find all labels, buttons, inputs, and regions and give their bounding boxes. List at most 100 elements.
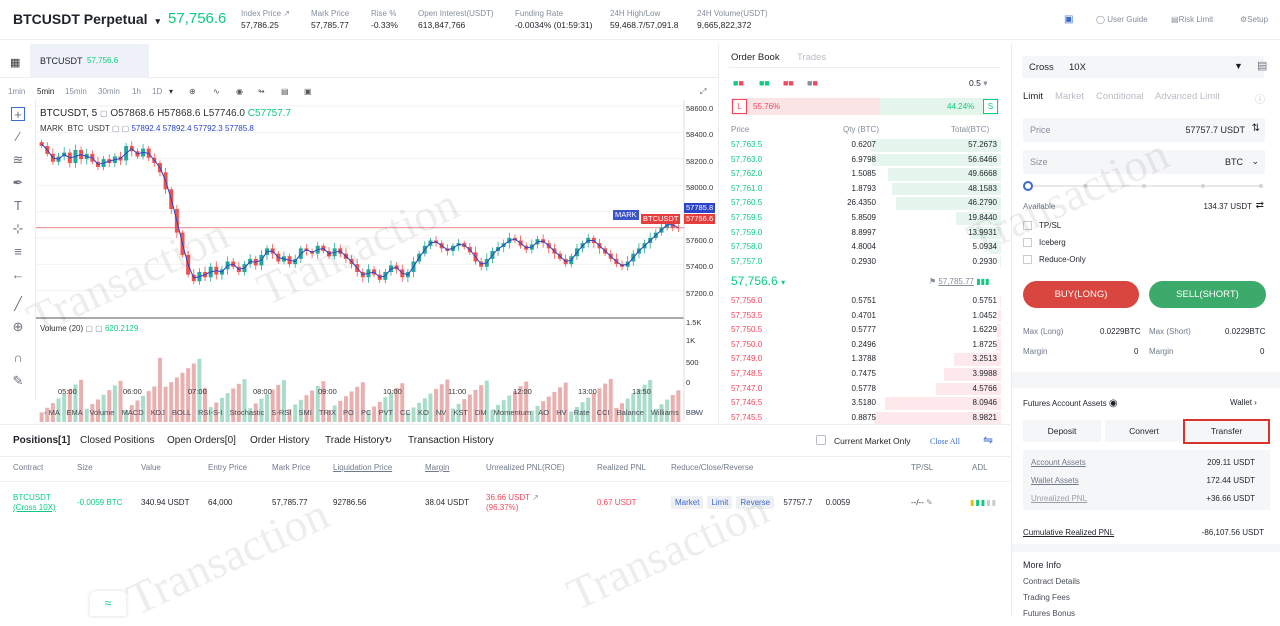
- indicator-ma[interactable]: MA: [48, 408, 62, 417]
- interval-1min[interactable]: 1min: [8, 87, 26, 96]
- slider-mark[interactable]: [1083, 184, 1087, 188]
- chevron-down-icon[interactable]: ▾: [155, 16, 160, 26]
- mark-visible-icon[interactable]: ▢ ▢: [111, 124, 130, 133]
- symbol-selector[interactable]: BTCUSDT Perpetual ▾: [13, 11, 160, 27]
- indicator-smi[interactable]: SMI: [298, 408, 314, 417]
- volume-toggle-icon[interactable]: ▢ ▢: [85, 324, 103, 333]
- wallet-link[interactable]: Wallet ›: [1230, 398, 1257, 407]
- indicator-rsi-s-i[interactable]: RSI-S-I: [197, 408, 225, 417]
- futures-bonus-link[interactable]: Futures Bonus: [1023, 609, 1076, 618]
- indicator-cci[interactable]: CCI: [596, 408, 612, 417]
- indicator-hv[interactable]: HV: [556, 408, 569, 417]
- order-book-row-ask[interactable]: 57,756.0 0.5751 0.5751: [725, 294, 1001, 309]
- tab-closed-positions[interactable]: Closed Positions: [80, 435, 155, 446]
- indicator-pvt[interactable]: PVT: [378, 408, 396, 417]
- close-price-input[interactable]: 57757.7: [783, 498, 813, 507]
- mid-mark-row[interactable]: ⚑ 57,785.77 ▮▮▮: [929, 277, 989, 286]
- order-book-row-bid[interactable]: 57,758.0 4.8004 5.0934: [725, 240, 1001, 255]
- transfer-button[interactable]: Transfer: [1183, 419, 1270, 444]
- indicator-trix[interactable]: TRIX: [318, 408, 339, 417]
- indicator-nv[interactable]: NV: [435, 408, 449, 417]
- trend-line-icon[interactable]: ∕: [16, 129, 20, 144]
- close-qty-input[interactable]: 0.0059: [825, 498, 851, 507]
- indicator-bbw[interactable]: BBW: [685, 408, 704, 417]
- eye-icon[interactable]: ◉: [1108, 398, 1118, 409]
- symbol-name[interactable]: BTCUSDT Perpetual: [13, 11, 148, 27]
- setup-link[interactable]: ⚙Setup: [1240, 15, 1269, 24]
- convert-button[interactable]: Convert: [1105, 420, 1183, 442]
- unrealized-pnl-label[interactable]: Unrealized PNL: [1031, 494, 1088, 503]
- deposit-button[interactable]: Deposit: [1023, 420, 1101, 442]
- iceberg-checkbox[interactable]: [1023, 238, 1032, 247]
- multi-line-icon[interactable]: ≊: [12, 152, 24, 167]
- compare-icon[interactable]: ↬: [258, 87, 265, 96]
- tab-open-orders[interactable]: Open Orders[0]: [167, 435, 236, 446]
- crosshair-icon[interactable]: +: [11, 107, 25, 122]
- zoom-icon[interactable]: ⊕: [12, 319, 24, 334]
- cum-realized-label[interactable]: Cumulative Realized PNL: [1023, 528, 1115, 537]
- indicator-stochastic[interactable]: Stochastic: [229, 408, 267, 417]
- current-market-checkbox[interactable]: [816, 435, 826, 445]
- order-book-row-ask[interactable]: 57,750.0 0.2496 1.8725: [725, 338, 1001, 353]
- slider-mark[interactable]: [1142, 184, 1146, 188]
- order-book-row-bid[interactable]: 57,763.5 0.6207 57.2673: [725, 138, 1001, 153]
- screenshot-icon[interactable]: ▣: [304, 87, 312, 96]
- indicator-momentum[interactable]: Momentum: [493, 408, 534, 417]
- indicators-icon[interactable]: ∿: [213, 87, 220, 96]
- tab-trades[interactable]: Trades: [797, 52, 827, 63]
- indicator-kst[interactable]: KST: [453, 408, 470, 417]
- info-icon[interactable]: ⓘ: [1255, 95, 1265, 106]
- indicator-pc[interactable]: PC: [360, 408, 374, 417]
- add-indicator-icon[interactable]: ⊕: [189, 87, 196, 96]
- interval-1h[interactable]: 1h: [132, 87, 141, 96]
- close-all-button[interactable]: Close All: [930, 437, 961, 446]
- price-adjust-icon[interactable]: ⇅: [1251, 123, 1260, 134]
- layout-icon[interactable]: ▣: [1064, 14, 1074, 25]
- position-contract[interactable]: BTCUSDT (Cross 10X): [13, 493, 56, 512]
- tab-order-history[interactable]: Order History: [250, 435, 310, 446]
- market-close-button[interactable]: Market: [671, 496, 704, 509]
- interval-1d[interactable]: 1D: [152, 87, 163, 96]
- header-liquidation-price[interactable]: Liquidation Price: [333, 463, 393, 472]
- tab-transaction-history[interactable]: Transaction History: [408, 435, 494, 446]
- transfer-icon[interactable]: ⇄: [1255, 200, 1264, 211]
- margin-mode-select[interactable]: Cross 10X ▼: [1022, 56, 1264, 78]
- limit-close-button[interactable]: Limit: [707, 496, 733, 509]
- interval-15min[interactable]: 15min: [65, 87, 87, 96]
- share-icon[interactable]: ↗: [529, 493, 539, 502]
- size-slider[interactable]: [1023, 181, 1265, 191]
- indicator-cc[interactable]: CC: [400, 408, 413, 417]
- contract-details-link[interactable]: Contract Details: [1023, 577, 1080, 586]
- indicator-ao[interactable]: AO: [538, 408, 552, 417]
- scroll-right-icon[interactable]: ›: [694, 407, 697, 417]
- indicator-balance[interactable]: Balance: [616, 408, 646, 417]
- header-margin[interactable]: Margin: [425, 463, 450, 472]
- indicator-volume[interactable]: Volume: [89, 408, 117, 417]
- magnet-icon[interactable]: ∩: [13, 350, 23, 365]
- lock-drawing-icon[interactable]: ✎: [12, 373, 24, 388]
- tab-trade-history[interactable]: Trade History↻: [325, 435, 393, 446]
- slider-mark[interactable]: [1201, 184, 1205, 188]
- price-chart[interactable]: [36, 100, 718, 424]
- size-input[interactable]: Size BTC ⌄: [1023, 150, 1265, 174]
- calculator-icon[interactable]: ▤: [1257, 60, 1268, 72]
- replay-icon[interactable]: ◉: [236, 87, 243, 96]
- position-tpsl[interactable]: --/-- ✎: [911, 498, 933, 507]
- order-book-row-bid[interactable]: 57,759.5 5.8509 19.8440: [725, 211, 1001, 226]
- size-unit[interactable]: BTC: [1225, 157, 1243, 167]
- order-book-row-bid[interactable]: 57,759.0 8.8997 13.9931: [725, 226, 1001, 241]
- scroll-left-icon[interactable]: ‹: [44, 408, 49, 417]
- interval-5min[interactable]: 5min: [37, 87, 55, 96]
- order-book-row-ask[interactable]: 57,747.0 0.5778 4.5766: [725, 382, 1001, 397]
- fullscreen-icon[interactable]: ⤢: [700, 87, 707, 96]
- filter-icon[interactable]: ⇋: [983, 433, 994, 447]
- order-book-row-bid[interactable]: 57,760.5 26.4350 46.2790: [725, 196, 1001, 211]
- indicator-williams[interactable]: Williams: [650, 408, 681, 417]
- sell-short-button[interactable]: SELL(SHORT): [1149, 281, 1266, 308]
- indicator-po[interactable]: PO: [343, 408, 356, 417]
- pattern-icon[interactable]: ⊹: [12, 221, 24, 236]
- order-book-row-ask[interactable]: 57,745.5 0.8875 8.9821: [725, 411, 1001, 426]
- ruler-icon[interactable]: ╱: [14, 296, 22, 311]
- save-layout-icon[interactable]: ▤: [281, 87, 289, 96]
- indicator-ko[interactable]: KO: [417, 408, 431, 417]
